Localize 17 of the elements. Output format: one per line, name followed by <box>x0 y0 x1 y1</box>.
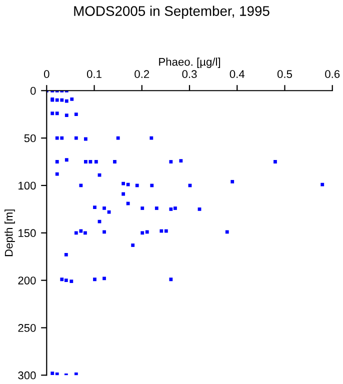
y-tick-label: 300 <box>18 371 36 380</box>
y-axis-title: Depth [m] <box>4 210 15 256</box>
x-tick-label: 0.6 <box>325 70 340 78</box>
y-tick-label: 250 <box>18 324 36 332</box>
x-tick-label: 0 <box>44 70 50 78</box>
y-tick-label: 100 <box>18 182 36 190</box>
x-tick-label: 0.1 <box>86 70 102 78</box>
chart-title: MODS2005 in September, 1995 <box>74 6 270 19</box>
x-tick-label: 0.2 <box>134 70 150 78</box>
x-axis-title: Phaeo. [µg/l] <box>159 58 220 68</box>
y-tick-label: 200 <box>18 276 36 284</box>
x-tick-label: 0.3 <box>182 70 197 78</box>
y-tick-label: 50 <box>24 134 36 142</box>
x-tick-label: 0.5 <box>277 70 292 78</box>
y-tick-label: 0 <box>30 86 36 95</box>
y-tick-label: 150 <box>18 229 36 238</box>
x-tick-label: 0.4 <box>230 70 245 78</box>
